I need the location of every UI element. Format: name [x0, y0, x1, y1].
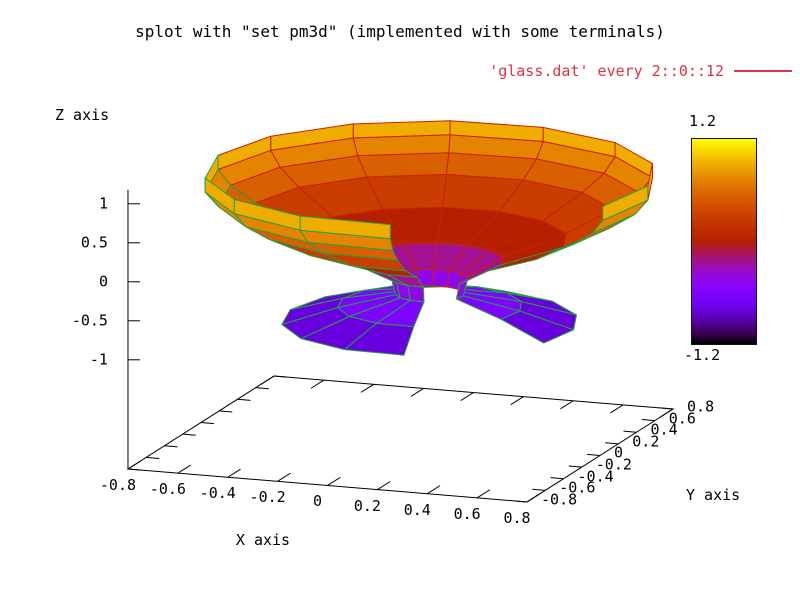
y-tick-label: 0	[614, 443, 624, 462]
surface-quad	[407, 285, 425, 303]
y-tick-label: 0.2	[632, 432, 660, 451]
z-tick-label: -1	[89, 350, 108, 369]
surface-quad	[299, 215, 391, 240]
surface-quad	[602, 185, 649, 221]
surface-quad	[432, 268, 450, 288]
y-tick-label: 0.4	[650, 420, 678, 439]
legend-line-sample	[734, 70, 792, 72]
z-tick-label: 1	[98, 194, 108, 213]
z-tick-label: 0.5	[80, 233, 108, 252]
axes-frame	[126, 189, 675, 503]
x-tick-label: 0.6	[453, 504, 481, 523]
colorbar-min-label: -1.2	[684, 346, 721, 364]
x-tick-label: -0.4	[199, 484, 236, 503]
x-tick-label: 0.2	[353, 496, 381, 515]
y-axis-title: Y axis	[686, 486, 741, 504]
legend-label: 'glass.dat' every 2::0::12	[489, 62, 724, 80]
page-title: splot with "set pm3d" (implemented with …	[135, 22, 665, 41]
z-axis-title: Z axis	[55, 106, 110, 124]
x-tick-label: 0.8	[503, 508, 531, 527]
colorbar-gradient	[691, 138, 757, 345]
z-tick-label: 0	[98, 272, 108, 291]
surface-quad	[357, 152, 450, 178]
surface-quad	[344, 322, 415, 356]
y-tick-label: -0.4	[577, 467, 614, 486]
x-tick-label: -0.2	[249, 488, 286, 507]
x-tick-label: -0.8	[99, 476, 137, 494]
x-tick-label: -0.6	[149, 480, 186, 499]
y-tick-label: -0.6	[559, 478, 596, 497]
colorbar-max-label: 1.2	[689, 112, 717, 130]
x-tick-label: 0.4	[403, 500, 431, 519]
x-axis-title: X axis	[235, 531, 291, 549]
z-tick-label: -0.5	[71, 311, 108, 330]
x-tick-label: 0	[312, 492, 323, 511]
y-tick-label: -0.2	[595, 455, 632, 474]
y-tick-label: -0.8	[541, 490, 578, 509]
pm3d-surface	[204, 120, 653, 356]
y-tick-label: 0.8	[687, 397, 715, 416]
surface-quad	[352, 120, 451, 139]
legend: 'glass.dat' every 2::0::12	[489, 62, 792, 80]
y-tick-label: 0.6	[668, 409, 696, 428]
